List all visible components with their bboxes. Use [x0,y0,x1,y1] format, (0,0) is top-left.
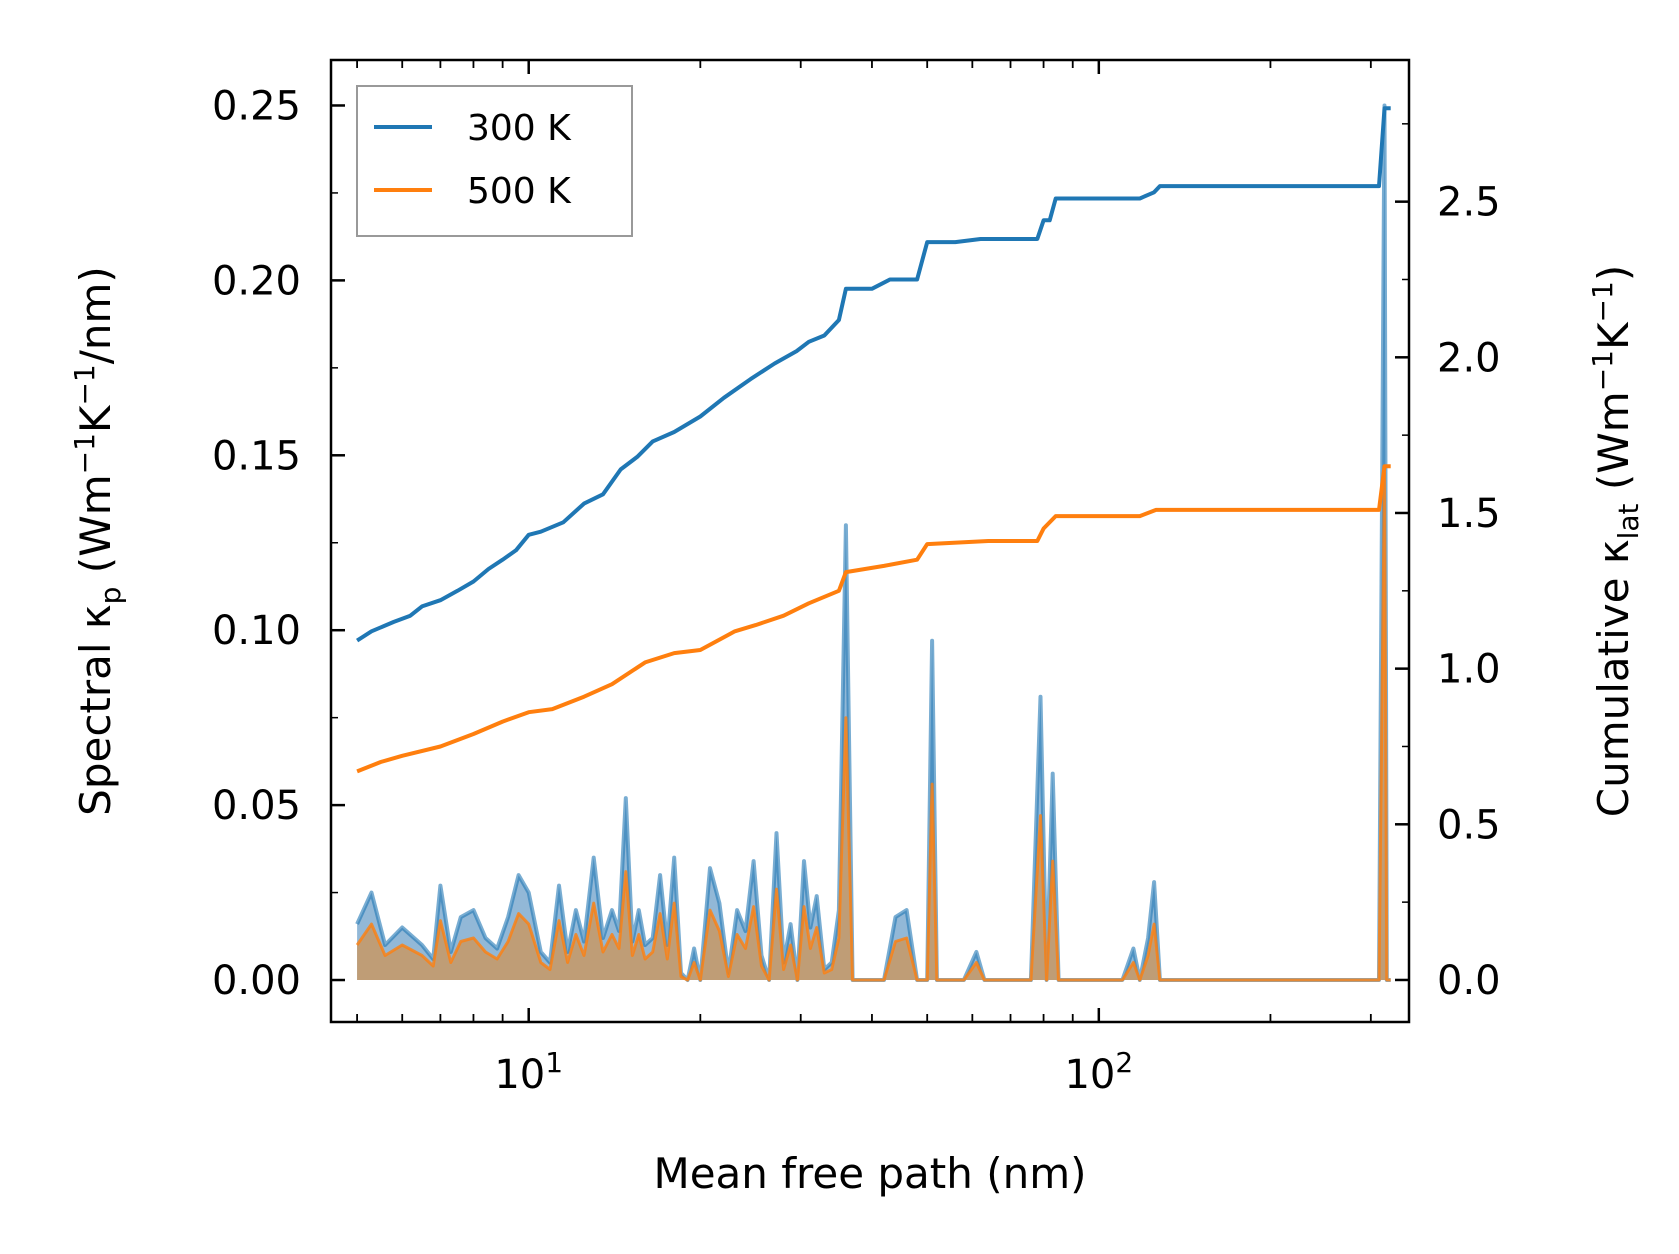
y-left-tick-label: 0.00 [212,958,301,1004]
y-left-tick-label: 0.10 [212,608,301,654]
y-right-tick-label: 2.0 [1437,335,1501,381]
axis-ticks: 0.00 0.05 0.10 0.15 0.20 0.25 0.0 0.5 1.0 1.5 2.0 2… [212,60,1501,1098]
y-left-tick-label: 0.25 [212,83,301,129]
legend: 300 K 500 K [356,85,633,237]
legend-label-300k: 300 K [467,108,572,149]
y-right-tick-label: 1.5 [1437,491,1501,537]
y-left-tick-label: 0.20 [212,258,301,304]
cumulative-300k-line [356,106,1391,643]
y-left-tick-label: 0.15 [212,433,301,479]
y-left-tick-label: 0.05 [212,783,301,829]
y-right-tick-label: 1.0 [1437,647,1501,693]
x-axis-title: Mean free path (nm) [653,1149,1086,1198]
legend-label-500k: 500 K [467,171,572,212]
cumulative-500k-line [356,464,1391,774]
plot-area [355,103,1391,982]
x-tick-label: 102 [1064,1046,1133,1098]
x-tick-label: 101 [494,1046,563,1098]
y-right-tick-label: 0.5 [1437,802,1501,848]
y-axis-left-title: Spectral κp (Wm−1K−1/nm) [68,266,127,816]
spectral-500k-line [355,471,1391,982]
axes-frame [329,58,1411,1024]
y-right-tick-label: 0.0 [1437,958,1501,1004]
y-right-tick-label: 2.5 [1437,180,1501,226]
legend-box [356,85,633,237]
y-axis-right-title: Cumulative κlat (Wm−1K−1) [1586,265,1645,817]
